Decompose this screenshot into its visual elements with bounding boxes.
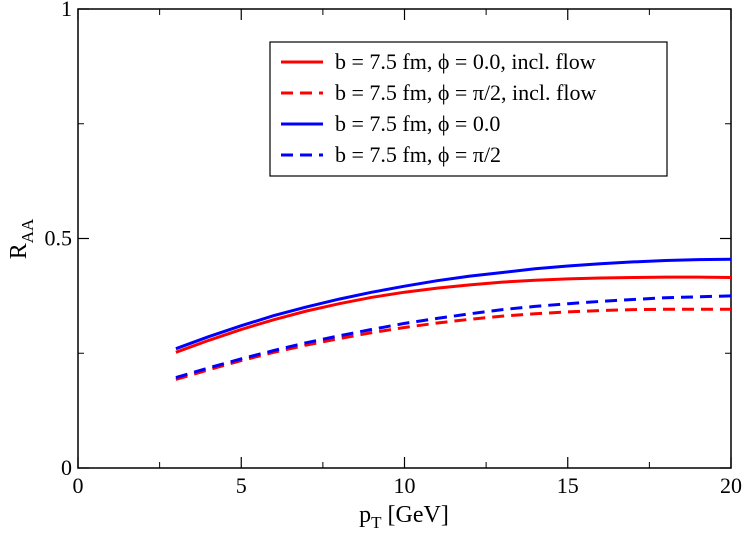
x-tick-label: 5 [236,473,247,498]
x-tick-label: 20 [720,473,742,498]
axis-ticks [77,8,732,469]
legend-label-4: b = 7.5 fm, ϕ = π/2 [335,142,501,167]
x-tick-label: 0 [73,473,84,498]
legend-label-1: b = 7.5 fm, ϕ = 0.0, incl. flow [335,49,596,74]
series-line-2 [175,307,731,381]
series-line-3 [175,257,732,351]
x-tick-label: 15 [557,473,579,498]
legend-label-2: b = 7.5 fm, ϕ = π/2, incl. flow [335,80,596,105]
y-tick-label: 0.5 [45,226,73,251]
x-axis-label: pT [GeV] [359,502,449,532]
y-axis-label: RAA [6,218,37,259]
series-line-1 [175,275,732,354]
tick-labels: 0 5 10 15 20 0 0.5 1 [45,0,743,498]
y-tick-label: 0 [61,455,72,480]
legend-label-3: b = 7.5 fm, ϕ = 0.0 [335,111,500,136]
x-tick-label: 10 [394,473,416,498]
legend-box [269,41,668,177]
series-line-4 [175,294,732,380]
y-tick-label: 1 [61,0,72,21]
legend: b = 7.5 fm, ϕ = 0.0, incl. flow b = 7.5 f… [269,41,668,177]
series-lines [175,257,732,381]
